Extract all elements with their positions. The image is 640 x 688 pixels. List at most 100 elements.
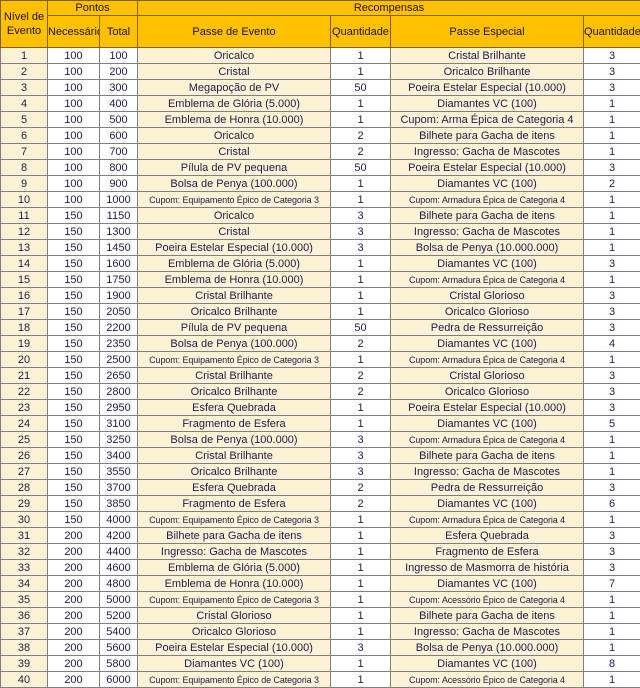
cell-quantidade-especial: 3: [584, 48, 640, 64]
column-header-quantidade-evento: Quantidade: [331, 16, 391, 48]
cell-quantidade-especial: 1: [584, 112, 640, 128]
cell-quantidade-evento: 1: [331, 400, 391, 416]
cell-quantidade-evento: 1: [331, 96, 391, 112]
cell-pontos-necessario: 150: [48, 272, 100, 288]
cell-pontos-total: 3400: [100, 448, 138, 464]
cell-pontos-total: 800: [100, 160, 138, 176]
cell-quantidade-evento: 2: [331, 128, 391, 144]
cell-passe-evento: Cupom: Equipamento Épico de Categoria 3: [138, 192, 331, 208]
cell-pontos-necessario: 150: [48, 240, 100, 256]
cell-passe-evento: Emblema de Honra (10.000): [138, 576, 331, 592]
cell-quantidade-evento: 2: [331, 368, 391, 384]
cell-quantidade-especial: 1: [584, 144, 640, 160]
cell-quantidade-evento: 1: [331, 304, 391, 320]
cell-quantidade-especial: 8: [584, 656, 640, 672]
cell-quantidade-evento: 1: [331, 528, 391, 544]
cell-quantidade-evento: 1: [331, 288, 391, 304]
cell-passe-evento: Cupom: Equipamento Épico de Categoria 3: [138, 672, 331, 688]
cell-pontos-necessario: 100: [48, 96, 100, 112]
cell-pontos-necessario: 150: [48, 256, 100, 272]
cell-nivel-evento: 31: [1, 528, 48, 544]
cell-pontos-necessario: 200: [48, 528, 100, 544]
cell-quantidade-evento: 1: [331, 112, 391, 128]
cell-quantidade-especial: 1: [584, 128, 640, 144]
cell-pontos-necessario: 150: [48, 368, 100, 384]
cell-quantidade-especial: 1: [584, 672, 640, 688]
cell-nivel-evento: 36: [1, 608, 48, 624]
cell-passe-evento: Bolsa de Penya (100.000): [138, 432, 331, 448]
cell-nivel-evento: 3: [1, 80, 48, 96]
cell-pontos-total: 5000: [100, 592, 138, 608]
cell-passe-especial: Bilhete para Gacha de itens: [391, 608, 584, 624]
cell-passe-especial: Cristal Glorioso: [391, 288, 584, 304]
cell-nivel-evento: 4: [1, 96, 48, 112]
cell-passe-especial: Cristal Glorioso: [391, 368, 584, 384]
cell-nivel-evento: 17: [1, 304, 48, 320]
cell-quantidade-especial: 1: [584, 352, 640, 368]
cell-quantidade-evento: 2: [331, 480, 391, 496]
cell-passe-especial: Diamantes VC (100): [391, 96, 584, 112]
cell-nivel-evento: 35: [1, 592, 48, 608]
cell-passe-evento: Oricalco Glorioso: [138, 624, 331, 640]
cell-pontos-total: 3250: [100, 432, 138, 448]
cell-nivel-evento: 15: [1, 272, 48, 288]
cell-passe-evento: Ingresso: Gacha de Mascotes: [138, 544, 331, 560]
cell-nivel-evento: 22: [1, 384, 48, 400]
cell-passe-especial: Diamantes VC (100): [391, 496, 584, 512]
cell-passe-especial: Ingresso: Gacha de Mascotes: [391, 144, 584, 160]
cell-passe-especial: Ingresso de Masmorra de história: [391, 560, 584, 576]
cell-pontos-necessario: 100: [48, 144, 100, 160]
cell-pontos-necessario: 150: [48, 352, 100, 368]
cell-quantidade-evento: 1: [331, 592, 391, 608]
cell-nivel-evento: 26: [1, 448, 48, 464]
cell-quantidade-evento: 1: [331, 512, 391, 528]
cell-passe-especial: Cupom: Armadura Épica de Categoria 4: [391, 272, 584, 288]
cell-quantidade-evento: 1: [331, 176, 391, 192]
cell-quantidade-evento: 1: [331, 352, 391, 368]
cell-pontos-total: 500: [100, 112, 138, 128]
cell-nivel-evento: 18: [1, 320, 48, 336]
cell-quantidade-evento: 1: [331, 560, 391, 576]
cell-passe-especial: Bolsa de Penya (10.000.000): [391, 640, 584, 656]
cell-pontos-necessario: 150: [48, 304, 100, 320]
cell-passe-evento: Oricalco Brilhante: [138, 304, 331, 320]
column-header-passe-evento: Passe de Evento: [138, 16, 331, 48]
cell-passe-especial: Ingresso: Gacha de Mascotes: [391, 464, 584, 480]
cell-quantidade-especial: 1: [584, 624, 640, 640]
cell-pontos-necessario: 150: [48, 320, 100, 336]
cell-quantidade-especial: 3: [584, 320, 640, 336]
cell-passe-especial: Pedra de Ressurreição: [391, 320, 584, 336]
cell-pontos-necessario: 100: [48, 176, 100, 192]
cell-quantidade-evento: 2: [331, 496, 391, 512]
cell-pontos-total: 4600: [100, 560, 138, 576]
header-column-row: Necessário Total Passe de Evento Quantid…: [1, 16, 640, 48]
cell-passe-especial: Cupom: Armadura Épica de Categoria 4: [391, 432, 584, 448]
cell-passe-evento: Pílula de PV pequena: [138, 160, 331, 176]
column-header-total: Total: [100, 16, 138, 48]
cell-pontos-total: 4200: [100, 528, 138, 544]
cell-pontos-necessario: 150: [48, 512, 100, 528]
cell-pontos-necessario: 200: [48, 640, 100, 656]
cell-passe-especial: Cupom: Armadura Épica de Categoria 4: [391, 192, 584, 208]
cell-pontos-necessario: 200: [48, 560, 100, 576]
cell-passe-especial: Bolsa de Penya (10.000.000): [391, 240, 584, 256]
cell-pontos-total: 3550: [100, 464, 138, 480]
cell-nivel-evento: 20: [1, 352, 48, 368]
cell-nivel-evento: 14: [1, 256, 48, 272]
cell-pontos-total: 200: [100, 64, 138, 80]
cell-quantidade-evento: 3: [331, 208, 391, 224]
column-header-passe-especial: Passe Especial: [391, 16, 584, 48]
cell-pontos-necessario: 150: [48, 448, 100, 464]
cell-pontos-total: 2950: [100, 400, 138, 416]
cell-quantidade-especial: 1: [584, 448, 640, 464]
